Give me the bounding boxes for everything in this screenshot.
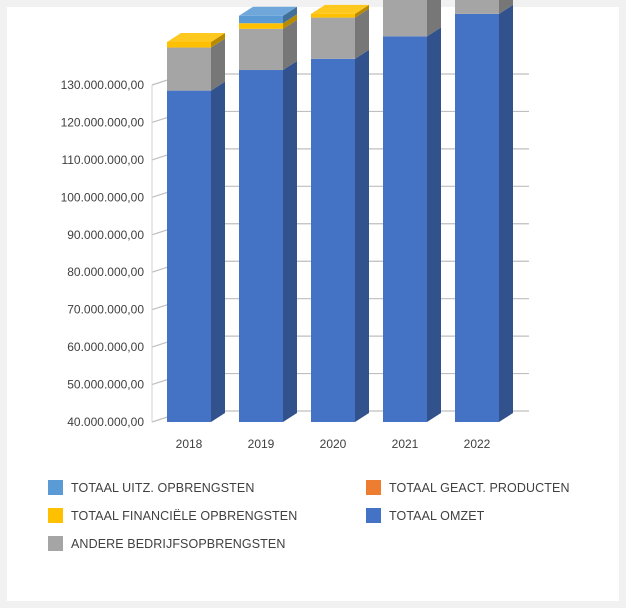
legend-label: ANDERE BEDRIJFSOPBRENGSTEN — [71, 536, 286, 551]
x-tick-label: 2018 — [176, 437, 203, 451]
bar-segment — [455, 0, 499, 14]
bar-segment — [455, 13, 499, 422]
legend-swatch — [48, 536, 63, 551]
bar-segment-side — [211, 81, 225, 422]
x-tick-label: 2022 — [464, 437, 491, 451]
x-axis: 2018 2019 2020 2021 2022 — [176, 437, 491, 451]
bar-segment — [167, 47, 211, 91]
legend-item: TOTAAL OMZET — [366, 508, 484, 523]
legend-item: TOTAAL FINANCIËLE OPBRENGSTEN — [48, 508, 297, 523]
y-tick-label: 90.000.000,00 — [67, 228, 144, 242]
bar-segment-side — [283, 6, 297, 24]
y-tick-label: 100.000.000,00 — [61, 190, 145, 204]
legend-swatch — [48, 480, 63, 495]
legend-item: ANDERE BEDRIJFSOPBRENGSTEN — [48, 536, 285, 551]
y-tick-label: 120.000.000,00 — [61, 115, 145, 129]
y-tick-label: 50.000.000,00 — [67, 378, 144, 392]
bar-top — [239, 6, 297, 16]
x-tick-label: 2020 — [320, 437, 347, 451]
bars — [167, 0, 513, 423]
bar-segment-side — [355, 8, 369, 59]
bar-segment — [311, 13, 355, 18]
x-tick-label: 2021 — [392, 437, 419, 451]
bar-top — [167, 32, 225, 42]
bar-segment-side — [211, 32, 225, 48]
legend-label: TOTAAL UITZ. OPBRENGSTEN — [71, 480, 255, 495]
legend-swatch — [48, 508, 63, 523]
bar-segment-side — [283, 19, 297, 71]
bar-segment-side — [355, 49, 369, 423]
legend-label: TOTAAL FINANCIËLE OPBRENGSTEN — [71, 508, 298, 523]
y-tick-label: 130.000.000,00 — [61, 78, 145, 92]
bar-segment-side — [427, 27, 441, 422]
x-tick-label: 2019 — [248, 437, 275, 451]
bar-segment-side — [427, 0, 441, 37]
bar-segment-side — [283, 14, 297, 29]
bar-segment — [311, 58, 355, 423]
bar-segment — [167, 41, 211, 48]
bar-segment — [239, 28, 283, 71]
bar-segment-side — [499, 4, 513, 422]
bar-segment — [311, 17, 355, 59]
bar-segment — [383, 0, 427, 37]
bar-top — [311, 4, 369, 14]
y-tick-label: 110.000.000,00 — [61, 153, 144, 167]
bar-segment-side — [499, 0, 513, 14]
bar-segment — [383, 36, 427, 422]
legend-swatch — [366, 480, 381, 495]
legend-label: TOTAAL GEACT. PRODUCTEN — [389, 480, 570, 495]
bar-segment-side — [211, 38, 225, 91]
bar-segment — [167, 90, 211, 422]
bar-segment — [239, 15, 283, 24]
bar-segment-side — [355, 4, 369, 18]
legend-label: TOTAAL OMZET — [389, 508, 485, 523]
bar-segment — [239, 23, 283, 29]
legend-item: TOTAAL GEACT. PRODUCTEN — [366, 480, 570, 495]
bar-segment — [239, 70, 283, 423]
y-tick-label: 80.000.000,00 — [67, 265, 144, 279]
y-tick-label: 40.000.000,00 — [67, 415, 144, 429]
bar-segment-side — [283, 61, 297, 423]
y-axis: 40.000.000,00 50.000.000,00 60.000.000,00 7… — [61, 78, 145, 429]
y-tick-label: 70.000.000,00 — [67, 303, 144, 317]
legend-item: TOTAAL UITZ. OPBRENGSTEN — [48, 480, 254, 495]
y-tick-label: 60.000.000,00 — [67, 340, 144, 354]
legend-swatch — [366, 508, 381, 523]
